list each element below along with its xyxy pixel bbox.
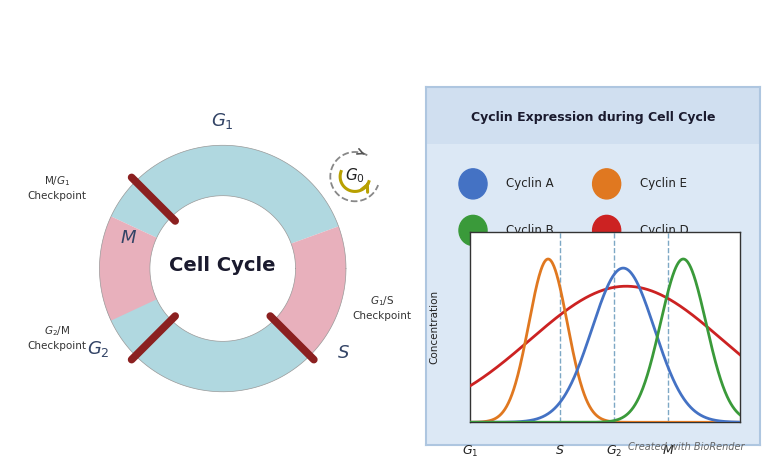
- Text: Cyclin Expression during Cell Cycle: Cyclin Expression during Cell Cycle: [471, 111, 716, 124]
- Text: $G_1$: $G_1$: [462, 444, 478, 459]
- Text: Cell Cycle: Cell Cycle: [170, 256, 276, 274]
- Polygon shape: [274, 226, 346, 356]
- Text: Concentration: Concentration: [430, 290, 440, 364]
- Text: $S$: $S$: [337, 344, 350, 362]
- Text: Cyclin A: Cyclin A: [506, 177, 554, 190]
- Text: Cyclin B: Cyclin B: [506, 224, 554, 237]
- Circle shape: [593, 169, 621, 199]
- Text: Cyclin D: Cyclin D: [640, 224, 689, 237]
- FancyBboxPatch shape: [426, 87, 760, 145]
- Text: Cyclins: cell cycle regulators: Cyclins: cell cycle regulators: [177, 27, 591, 56]
- Text: Created with BioRender: Created with BioRender: [628, 442, 745, 452]
- Text: $G_1$/S
Checkpoint: $G_1$/S Checkpoint: [353, 294, 412, 321]
- Text: $G_2$/M
Checkpoint: $G_2$/M Checkpoint: [28, 325, 86, 352]
- Text: M/$G_1$
Checkpoint: M/$G_1$ Checkpoint: [28, 174, 86, 202]
- Text: $G_1$: $G_1$: [211, 111, 234, 131]
- Text: $G_2$: $G_2$: [606, 444, 622, 459]
- Text: $G_2$: $G_2$: [88, 339, 110, 359]
- Text: $G_0$: $G_0$: [345, 166, 365, 185]
- Text: $M$: $M$: [121, 229, 137, 247]
- Text: $M$: $M$: [662, 444, 674, 457]
- Circle shape: [459, 215, 487, 246]
- Polygon shape: [111, 145, 339, 244]
- Polygon shape: [100, 217, 157, 320]
- Text: Cyclin E: Cyclin E: [640, 177, 687, 190]
- Circle shape: [593, 215, 621, 246]
- Text: $S$: $S$: [555, 444, 565, 457]
- Circle shape: [459, 169, 487, 199]
- Polygon shape: [107, 293, 310, 392]
